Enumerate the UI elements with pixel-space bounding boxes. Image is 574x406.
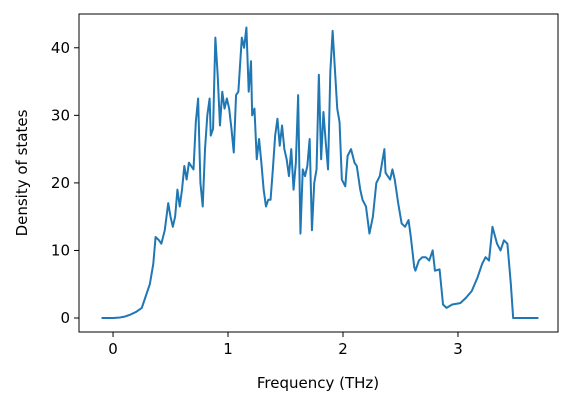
- y-tick-label: 30: [51, 106, 70, 124]
- x-axis-label: Frequency (THz): [257, 374, 379, 392]
- y-axis-label: Density of states: [13, 109, 31, 236]
- plot-frame: [78, 13, 559, 333]
- line-series: [101, 26, 539, 320]
- x-tick-label: 2: [338, 340, 348, 358]
- x-tick-label: 1: [223, 340, 233, 358]
- y-tick-label: 20: [51, 174, 70, 192]
- y-tick-label: 40: [51, 39, 70, 57]
- x-tick-label: 3: [453, 340, 463, 358]
- y-tick-label: 10: [51, 241, 70, 259]
- y-tick-label: 0: [60, 309, 70, 327]
- x-tick-label: 0: [108, 340, 118, 358]
